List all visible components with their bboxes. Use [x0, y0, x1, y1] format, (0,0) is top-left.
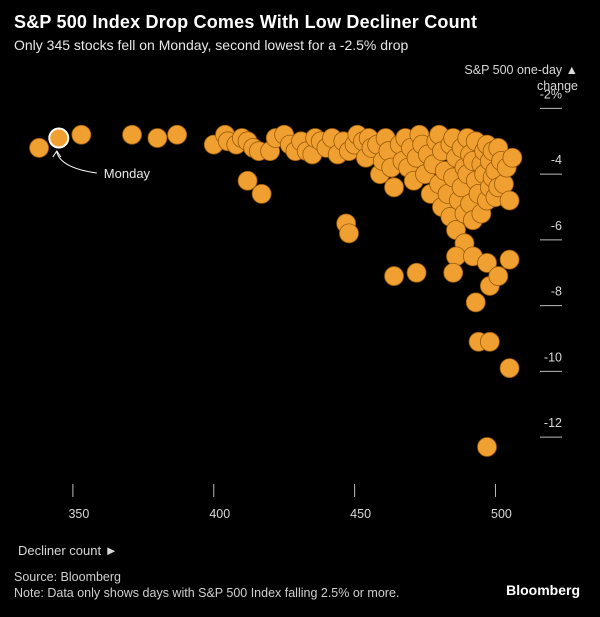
- y-axis-title-line2: change: [536, 79, 578, 93]
- highlighted-point: [48, 127, 70, 149]
- annotation-label: Monday: [104, 166, 151, 181]
- scatter-point: [499, 249, 520, 270]
- y-tick-label: -8: [551, 285, 562, 299]
- x-tick-label: 500: [491, 507, 512, 521]
- scatter-point: [488, 266, 509, 286]
- scatter-point: [237, 170, 258, 191]
- tick-layer: -2% -4 -6 -8 -10 -12 350 400 450 500: [68, 87, 562, 521]
- annotation-arrowhead: [52, 150, 62, 158]
- x-axis-caption: Decliner count ►: [18, 543, 118, 558]
- y-tick-label: -12: [544, 416, 562, 430]
- scatter-point: [477, 253, 497, 273]
- scatter-point: [384, 266, 404, 286]
- scatter-point: [499, 190, 520, 211]
- scatter-point: [465, 292, 486, 313]
- x-tick-label: 400: [209, 507, 230, 521]
- y-tick-label: -4: [551, 153, 562, 167]
- scatter-point: [406, 262, 427, 283]
- scatter-point: [71, 124, 92, 145]
- scatter-point: [29, 137, 49, 158]
- y-axis-title-line1: S&P 500 one-day ▲: [464, 63, 578, 77]
- annotation-arrow: [56, 151, 97, 174]
- y-tick-label: -10: [544, 350, 562, 364]
- chart-title: S&P 500 Index Drop Comes With Low Declin…: [14, 12, 478, 32]
- annotation-layer: Monday: [52, 150, 151, 181]
- scatter-point: [446, 246, 466, 267]
- scatter-point: [339, 223, 359, 244]
- scatter-point: [147, 128, 168, 148]
- y-tick-label: -2%: [540, 87, 562, 101]
- scatter-point: [477, 437, 497, 457]
- grid-layer: [72, 107, 562, 497]
- scatter-point: [167, 124, 188, 145]
- y-tick-label: -6: [551, 219, 562, 233]
- scatter-point: [384, 177, 404, 198]
- point-layer: [29, 124, 523, 457]
- y-axis-title: S&P 500 one-day ▲ change: [464, 62, 578, 94]
- x-tick-label: 450: [350, 507, 371, 521]
- bloomberg-logo: Bloomberg: [506, 582, 580, 598]
- x-tick-label: 350: [68, 507, 89, 521]
- scatter-point: [479, 331, 500, 352]
- scatter-point: [443, 262, 464, 283]
- scatter-point: [499, 358, 520, 379]
- chart-subtitle: Only 345 stocks fell on Monday, second l…: [14, 37, 409, 53]
- scatter-point: [251, 183, 272, 204]
- scatter-point: [122, 124, 142, 145]
- scatter-point: [502, 147, 523, 168]
- footnote: Note: Data only shows days with S&P 500 …: [14, 586, 400, 600]
- source-note: Source: Bloomberg: [14, 570, 122, 584]
